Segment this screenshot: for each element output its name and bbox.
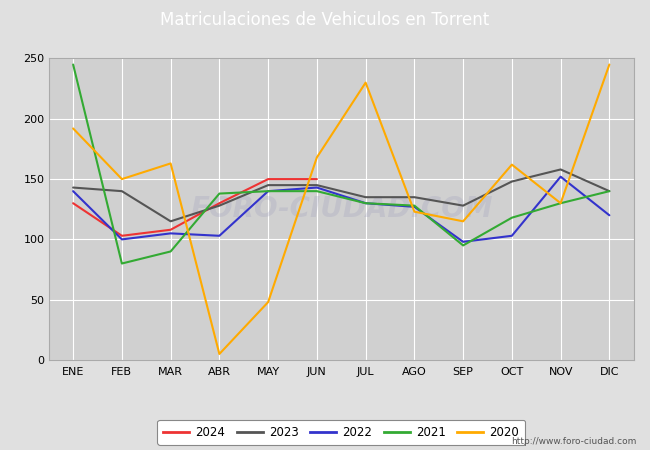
- Text: FORO-CIUDAD.COM: FORO-CIUDAD.COM: [190, 195, 493, 223]
- Text: http://www.foro-ciudad.com: http://www.foro-ciudad.com: [512, 436, 637, 446]
- Legend: 2024, 2023, 2022, 2021, 2020: 2024, 2023, 2022, 2021, 2020: [157, 420, 525, 445]
- Text: Matriculaciones de Vehiculos en Torrent: Matriculaciones de Vehiculos en Torrent: [161, 11, 489, 29]
